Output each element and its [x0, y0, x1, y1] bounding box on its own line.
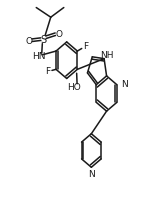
Text: N: N: [121, 80, 128, 89]
Text: F: F: [46, 67, 51, 76]
Text: S: S: [40, 35, 47, 45]
Text: O: O: [26, 37, 32, 46]
Text: O: O: [55, 30, 62, 39]
Text: N: N: [88, 170, 95, 179]
Text: HO: HO: [68, 83, 81, 92]
Text: F: F: [83, 42, 88, 51]
Text: NH: NH: [100, 51, 114, 60]
Text: HN: HN: [32, 52, 46, 61]
